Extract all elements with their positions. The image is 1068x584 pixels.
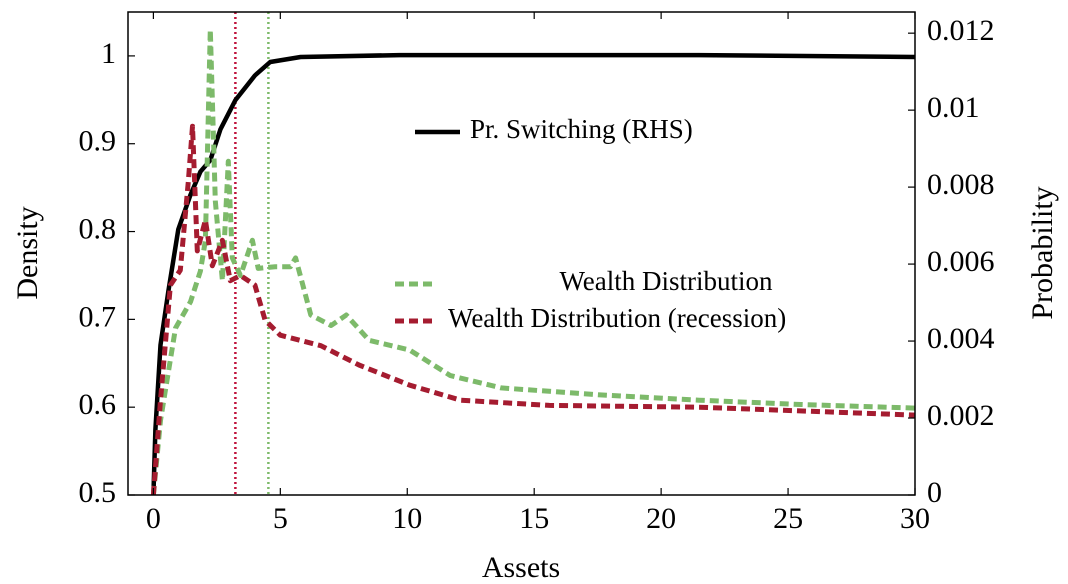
x-tick-label: 20 (646, 502, 676, 535)
y-tick-label: 0.9 (79, 125, 117, 158)
x-tick-label: 10 (392, 502, 422, 535)
legend-label: Wealth Distribution (559, 266, 773, 296)
x-tick-label: 5 (273, 502, 288, 535)
x-tick-label: 30 (900, 502, 930, 535)
y2-tick-label: 0.012 (927, 14, 995, 47)
y-tick-label: 1 (101, 37, 116, 70)
y2-tick-label: 0.008 (927, 168, 995, 201)
series-line (150, 27, 916, 496)
y-tick-label: 0.7 (79, 300, 117, 333)
y2-tick-label: 0.002 (927, 399, 995, 432)
y2-tick-label: 0.01 (927, 91, 980, 124)
x-tick-label: 0 (146, 502, 161, 535)
y2-tick-label: 0.004 (927, 322, 995, 355)
series-line (150, 123, 916, 496)
x-tick-label: 25 (773, 502, 803, 535)
legend-label: Wealth Distribution (recession) (448, 303, 786, 333)
y2-tick-label: 0 (927, 476, 942, 509)
y-axis-label: Density (11, 206, 44, 299)
plot-frame (127, 11, 916, 496)
y-tick-label: 0.8 (79, 212, 117, 245)
x-tick-label: 15 (519, 502, 549, 535)
y-tick-label: 0.5 (79, 476, 117, 509)
legend-label: Pr. Switching (RHS) (470, 114, 693, 144)
y-tick-label: 0.6 (79, 388, 117, 421)
y2-tick-label: 0.006 (927, 245, 995, 278)
x-axis-label: Assets (482, 551, 560, 584)
y2-axis-label: Probability (1026, 186, 1059, 319)
